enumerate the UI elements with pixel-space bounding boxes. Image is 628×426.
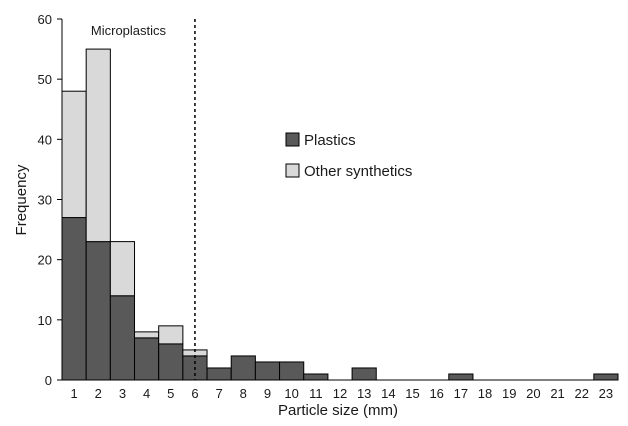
x-axis-label: Particle size (mm)	[278, 402, 398, 419]
x-tick-label-13: 13	[357, 386, 371, 401]
y-tick-label-10: 10	[38, 313, 52, 328]
x-tick-label-2: 2	[95, 386, 102, 401]
x-tick-label-17: 17	[454, 386, 468, 401]
x-tick-label-6: 6	[191, 386, 198, 401]
legend-label-other-synthetics: Other synthetics	[304, 163, 412, 180]
x-tick-label-11: 11	[309, 386, 323, 401]
x-tick-label-14: 14	[381, 386, 395, 401]
bar-plastics-4	[134, 337, 160, 381]
microplastics-label: Microplastics	[91, 23, 167, 38]
y-tick-label-30: 30	[38, 193, 52, 208]
legend-swatch-plastics	[285, 132, 300, 147]
y-tick-label-40: 40	[38, 132, 52, 147]
x-tick-label-21: 21	[550, 386, 564, 401]
x-tick-label-7: 7	[216, 386, 223, 401]
x-tick-label-9: 9	[264, 386, 271, 401]
legend-label-plastics: Plastics	[304, 132, 356, 149]
x-tick-label-12: 12	[333, 386, 347, 401]
bar-plastics-11	[303, 373, 329, 381]
bar-plastics-13	[351, 367, 377, 381]
bar-plastics-5	[158, 343, 184, 381]
x-tick-label-5: 5	[167, 386, 174, 401]
x-tick-label-10: 10	[284, 386, 298, 401]
axes-group	[61, 19, 618, 381]
bar-plastics-1	[61, 217, 87, 381]
bar-other-synthetics-3	[109, 241, 136, 297]
x-tick-label-22: 22	[575, 386, 589, 401]
bar-plastics-23	[593, 373, 619, 381]
x-tick-label-23: 23	[599, 386, 613, 401]
y-tick-label-50: 50	[38, 72, 52, 87]
x-tick-label-16: 16	[429, 386, 443, 401]
x-tick-label-8: 8	[240, 386, 247, 401]
bar-other-synthetics-1	[61, 90, 87, 219]
bar-plastics-8	[230, 355, 256, 381]
y-ticks-group: 0 10 20 30 40 50 60	[38, 12, 62, 388]
y-tick-label-0: 0	[45, 373, 52, 388]
x-tick-label-18: 18	[478, 386, 492, 401]
x-tick-label-4: 4	[143, 386, 150, 401]
bar-other-synthetics-4	[134, 331, 160, 339]
bar-plastics-17	[448, 373, 474, 381]
bar-other-synthetics-5	[158, 325, 184, 345]
bars-group	[61, 48, 619, 381]
x-ticks-group: 1 2 3 4 5 6 7 8 9 10 11 12 13 14 15 16 17 18 19 20 21 22 23	[70, 386, 613, 401]
bar-plastics-7	[206, 367, 232, 381]
bar-plastics-10	[279, 361, 305, 381]
x-tick-label-20: 20	[526, 386, 540, 401]
bar-other-synthetics-2	[85, 48, 111, 243]
x-tick-label-3: 3	[119, 386, 126, 401]
y-tick-label-20: 20	[38, 253, 52, 268]
bar-plastics-3	[109, 295, 136, 381]
bar-plastics-2	[85, 241, 111, 381]
y-axis-label: Frequency	[13, 164, 30, 235]
y-tick-label-60: 60	[38, 12, 52, 27]
x-tick-label-15: 15	[405, 386, 419, 401]
legend: Plastics Other synthetics	[285, 132, 412, 180]
legend-swatch-other-synthetics	[285, 163, 300, 178]
x-tick-label-19: 19	[502, 386, 516, 401]
bar-plastics-9	[254, 361, 281, 381]
x-tick-label-1: 1	[70, 386, 77, 401]
